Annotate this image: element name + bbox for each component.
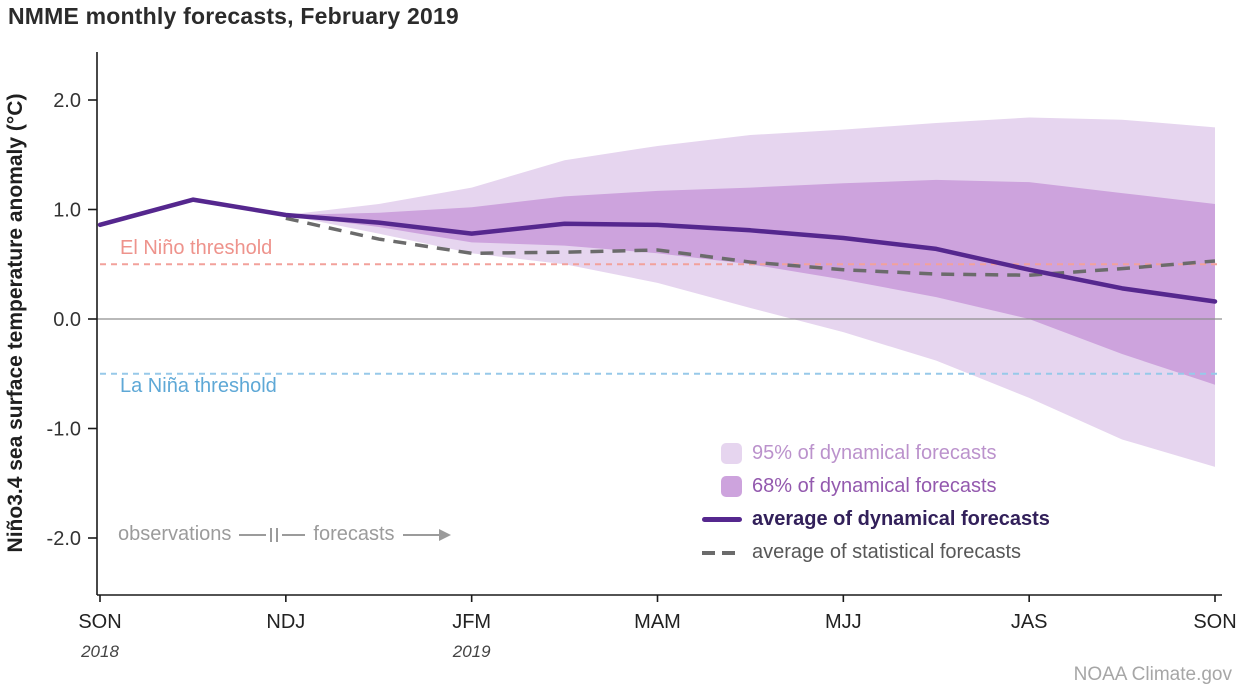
legend-item-dynamical-average: average of dynamical forecasts [700, 503, 1050, 536]
dashed-line-swatch [702, 550, 742, 555]
x-tick-label: SON [1193, 611, 1236, 633]
y-tick-label: -1.0 [47, 419, 81, 441]
la-nina-threshold-label: La Niña threshold [120, 375, 277, 397]
legend-item-statistical-average: average of statistical forecasts [700, 536, 1050, 569]
legend-item-68-band: 68% of dynamical forecasts [700, 470, 1050, 503]
observations-forecasts-annotation: observations forecasts [118, 523, 451, 546]
legend-label-dynamical: average of dynamical forecasts [752, 508, 1050, 530]
dynamical-average-line [97, 197, 1218, 304]
x-tick-label: MJJ [825, 611, 862, 633]
forecasts-label: forecasts [313, 523, 395, 545]
el-nino-threshold-label: El Niño threshold [120, 237, 273, 259]
x-tick-label: SON [78, 611, 121, 633]
legend-label-statistical: average of statistical forecasts [752, 541, 1022, 563]
y-axis-label: Niño3.4 sea surface temperature anomaly … [4, 94, 27, 553]
statistical-average-line [285, 216, 1216, 277]
credit-text: NOAA Climate.gov [1073, 664, 1232, 685]
observations-label: observations [118, 523, 232, 545]
x-tick-label: JFM [452, 611, 491, 633]
legend-item-95-band: 95% of dynamical forecasts [700, 437, 1050, 470]
band-95-swatch [721, 443, 742, 464]
x-tick-label: JAS [1011, 611, 1048, 633]
year-label: 2018 [80, 642, 119, 661]
forecast-arrow-icon [402, 528, 451, 541]
y-tick-label: 0.0 [53, 309, 81, 331]
y-tick-label: -2.0 [47, 528, 81, 550]
solid-line-swatch [702, 517, 742, 522]
y-tick-label: 2.0 [53, 90, 81, 112]
x-tick-label: NDJ [266, 611, 305, 633]
legend-label-68: 68% of dynamical forecasts [752, 475, 997, 497]
band-68-region [285, 179, 1215, 385]
chart-legend: 95% of dynamical forecasts 68% of dynami… [700, 437, 1050, 569]
year-label: 2019 [452, 642, 491, 661]
y-tick-label: 1.0 [53, 200, 81, 222]
x-tick-label: MAM [634, 611, 681, 633]
chart-title: NMME monthly forecasts, February 2019 [8, 3, 459, 29]
legend-label-95: 95% of dynamical forecasts [752, 442, 997, 464]
band-68-swatch [721, 476, 742, 497]
axis-break-icon [239, 527, 306, 542]
